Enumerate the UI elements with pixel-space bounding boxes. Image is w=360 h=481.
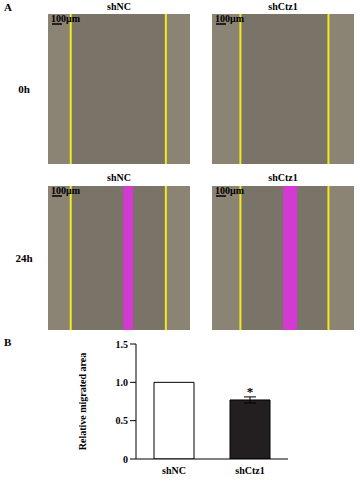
svg-text:0.5: 0.5 <box>116 415 129 426</box>
svg-text:1.0: 1.0 <box>116 377 129 388</box>
svg-text:0: 0 <box>123 454 128 465</box>
svg-text:100μm: 100μm <box>215 13 245 24</box>
svg-text:0h: 0h <box>18 83 30 95</box>
svg-text:shCtz1: shCtz1 <box>235 465 264 476</box>
svg-text:shNC: shNC <box>107 172 131 183</box>
svg-text:100μm: 100μm <box>51 185 81 196</box>
svg-text:shNC: shNC <box>162 465 186 476</box>
html-text:B: B <box>4 336 12 348</box>
svg-text:100μm: 100μm <box>215 185 245 196</box>
svg-text:24h: 24h <box>15 252 32 264</box>
svg-text:shCtz1: shCtz1 <box>268 172 297 183</box>
svg-text:Relative migrated area: Relative migrated area <box>77 353 88 451</box>
svg-text:A: A <box>8 1 12 13</box>
svg-text:shNC: shNC <box>107 1 131 12</box>
svg-text:*: * <box>247 384 254 399</box>
svg-text:100μm: 100μm <box>51 13 81 24</box>
svg-text:1.5: 1.5 <box>116 339 129 350</box>
svg-text:shCtz1: shCtz1 <box>268 1 297 12</box>
